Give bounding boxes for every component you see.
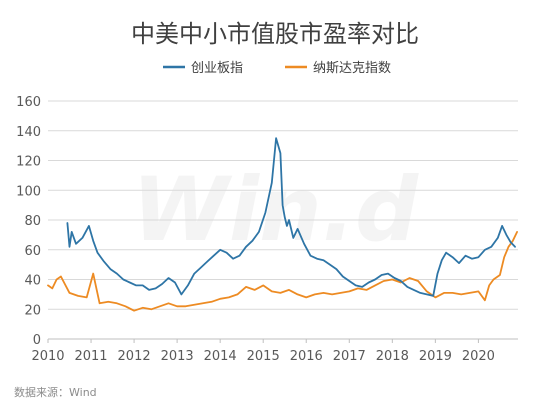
y-tick-label: 80 [24, 214, 41, 229]
y-axis: 0 20 40 60 80 100 120 140 160 [16, 95, 41, 348]
x-tick-label: 2020 [462, 349, 495, 364]
series-line [66, 137, 516, 297]
y-tick-label: 100 [16, 184, 41, 199]
legend-label: 纳斯达克指数 [313, 61, 391, 76]
series-layer [47, 137, 518, 312]
x-tick-label: 2015 [247, 349, 280, 364]
y-tick-label: 120 [16, 155, 41, 170]
y-tick-label: 40 [24, 274, 41, 289]
legend-item: 创业板指 [163, 61, 243, 76]
legend-label: 创业板指 [191, 61, 243, 76]
x-tick-label: 2018 [376, 349, 409, 364]
x-axis: 2010 2011 2012 2013 2014 2015 2016 2017 2018 2019… [31, 339, 495, 364]
x-tick-label: 2017 [333, 349, 366, 364]
x-tick-label: 2013 [161, 349, 194, 364]
chart-title: 中美中小市值股市盈率对比 [131, 20, 419, 48]
y-tick-label: 60 [24, 244, 41, 259]
legend: 创业板指 纳斯达克指数 [163, 61, 391, 76]
gridlines [48, 100, 518, 340]
y-tick-label: 140 [16, 125, 41, 140]
y-tick-label: 0 [33, 333, 41, 348]
y-tick-label: 20 [24, 303, 41, 318]
source-note: 数据来源：Wind [14, 385, 97, 399]
watermark: Win.d [132, 158, 419, 261]
x-tick-label: 2016 [290, 349, 323, 364]
x-tick-label: 2019 [419, 349, 452, 364]
y-tick-label: 160 [16, 95, 41, 110]
series-line [47, 230, 518, 312]
x-tick-label: 2010 [31, 349, 64, 364]
x-tick-label: 2012 [118, 349, 151, 364]
legend-item: 纳斯达克指数 [285, 61, 391, 76]
x-tick-label: 2014 [204, 349, 237, 364]
x-tick-label: 2011 [74, 349, 107, 364]
